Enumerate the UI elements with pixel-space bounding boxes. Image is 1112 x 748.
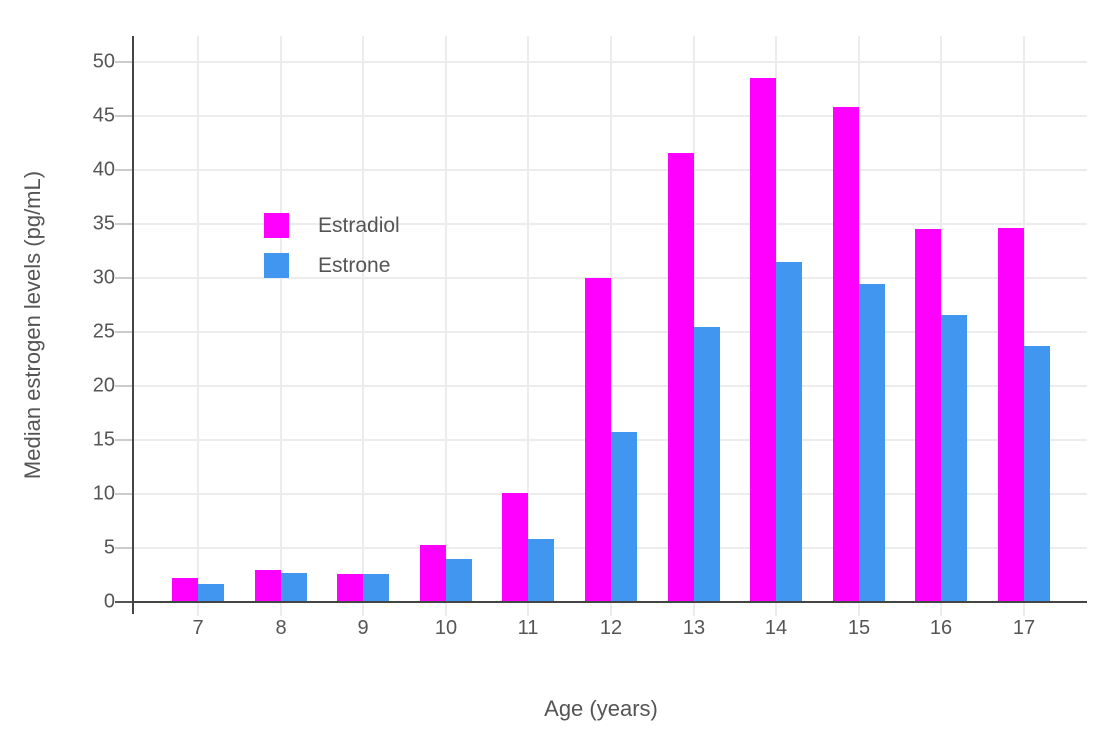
x-tick-label: 9	[357, 617, 369, 639]
bar-estradiol-15[interactable]	[833, 107, 859, 602]
y-tick-mark	[115, 547, 132, 549]
x-tick-label: 10	[434, 617, 458, 639]
x-tick-label: 17	[1012, 617, 1036, 639]
y-axis-line	[132, 36, 134, 614]
y-tick-label: 35	[92, 212, 115, 235]
y-tick-label: 50	[92, 50, 115, 73]
y-tick-mark	[115, 493, 132, 495]
y-tick-mark	[115, 439, 132, 441]
x-axis-zeroline	[133, 601, 1087, 603]
x-tick-label: 13	[682, 617, 706, 639]
bar-estradiol-16[interactable]	[915, 229, 941, 602]
y-tick-mark	[115, 115, 132, 117]
y-tick-mark	[115, 277, 132, 279]
y-tick-mark	[115, 601, 132, 603]
estradiol-swatch-icon	[264, 213, 289, 238]
y-tick-label: 25	[92, 320, 115, 343]
y-tick-mark	[115, 169, 132, 171]
y-tick-label: 30	[92, 266, 115, 289]
y-tick-label: 15	[92, 428, 115, 451]
y-tick-mark	[115, 331, 132, 333]
legend-item-estradiol[interactable]: Estradiol	[264, 213, 400, 238]
legend-label-estrone: Estrone	[318, 254, 391, 277]
bar-estradiol-9[interactable]	[337, 574, 363, 602]
x-tick-label: 12	[599, 617, 623, 639]
x-tick-label: 7	[192, 617, 204, 639]
x-gridline	[445, 36, 447, 616]
x-axis-title: Age (years)	[544, 696, 658, 721]
bar-estradiol-12[interactable]	[585, 278, 611, 602]
x-gridline	[1023, 36, 1025, 616]
bar-estradiol-11[interactable]	[502, 493, 528, 602]
x-tick-label: 15	[847, 617, 871, 639]
bar-estrone-15[interactable]	[859, 284, 885, 602]
y-tick-label: 40	[92, 158, 115, 181]
y-tick-label: 45	[92, 104, 115, 127]
bar-estradiol-14[interactable]	[750, 78, 776, 602]
y-tick-label: 0	[103, 590, 115, 613]
legend-item-estrone[interactable]: Estrone	[264, 253, 400, 278]
bar-estrone-8[interactable]	[281, 573, 307, 602]
bar-estrone-7[interactable]	[198, 584, 224, 602]
x-tick-label: 14	[764, 617, 788, 639]
bar-estrone-11[interactable]	[528, 539, 554, 602]
bar-estrone-12[interactable]	[611, 432, 637, 602]
x-gridline	[362, 36, 364, 616]
bar-estradiol-17[interactable]	[998, 228, 1024, 602]
x-gridline	[610, 36, 612, 616]
x-gridline	[527, 36, 529, 616]
bar-estrone-17[interactable]	[1024, 346, 1050, 602]
legend: Estradiol Estrone	[264, 213, 400, 278]
bar-estrone-9[interactable]	[363, 574, 389, 602]
x-tick-label: 11	[517, 617, 539, 639]
bar-estradiol-8[interactable]	[255, 570, 281, 602]
x-gridline	[197, 36, 199, 616]
bar-estrone-14[interactable]	[776, 262, 802, 602]
y-tick-label: 20	[92, 374, 115, 397]
bar-estradiol-13[interactable]	[668, 153, 694, 602]
legend-label-estradiol: Estradiol	[318, 214, 400, 237]
y-tick-mark	[115, 223, 132, 225]
bar-estradiol-7[interactable]	[172, 578, 198, 602]
x-gridline	[693, 36, 695, 616]
estrone-swatch-icon	[264, 253, 289, 278]
bar-estradiol-10[interactable]	[420, 545, 446, 602]
x-tick-label: 8	[275, 617, 287, 639]
y-tick-mark	[115, 61, 132, 63]
y-axis-title: Median estrogen levels (pg/mL)	[20, 170, 45, 480]
x-gridline	[280, 36, 282, 616]
y-tick-label: 10	[92, 482, 115, 505]
bar-estrone-13[interactable]	[694, 327, 720, 602]
bar-estrone-16[interactable]	[941, 315, 967, 602]
x-tick-label: 16	[929, 617, 953, 639]
y-tick-mark	[115, 385, 132, 387]
y-tick-label: 5	[103, 536, 115, 559]
bar-estrone-10[interactable]	[446, 559, 472, 602]
